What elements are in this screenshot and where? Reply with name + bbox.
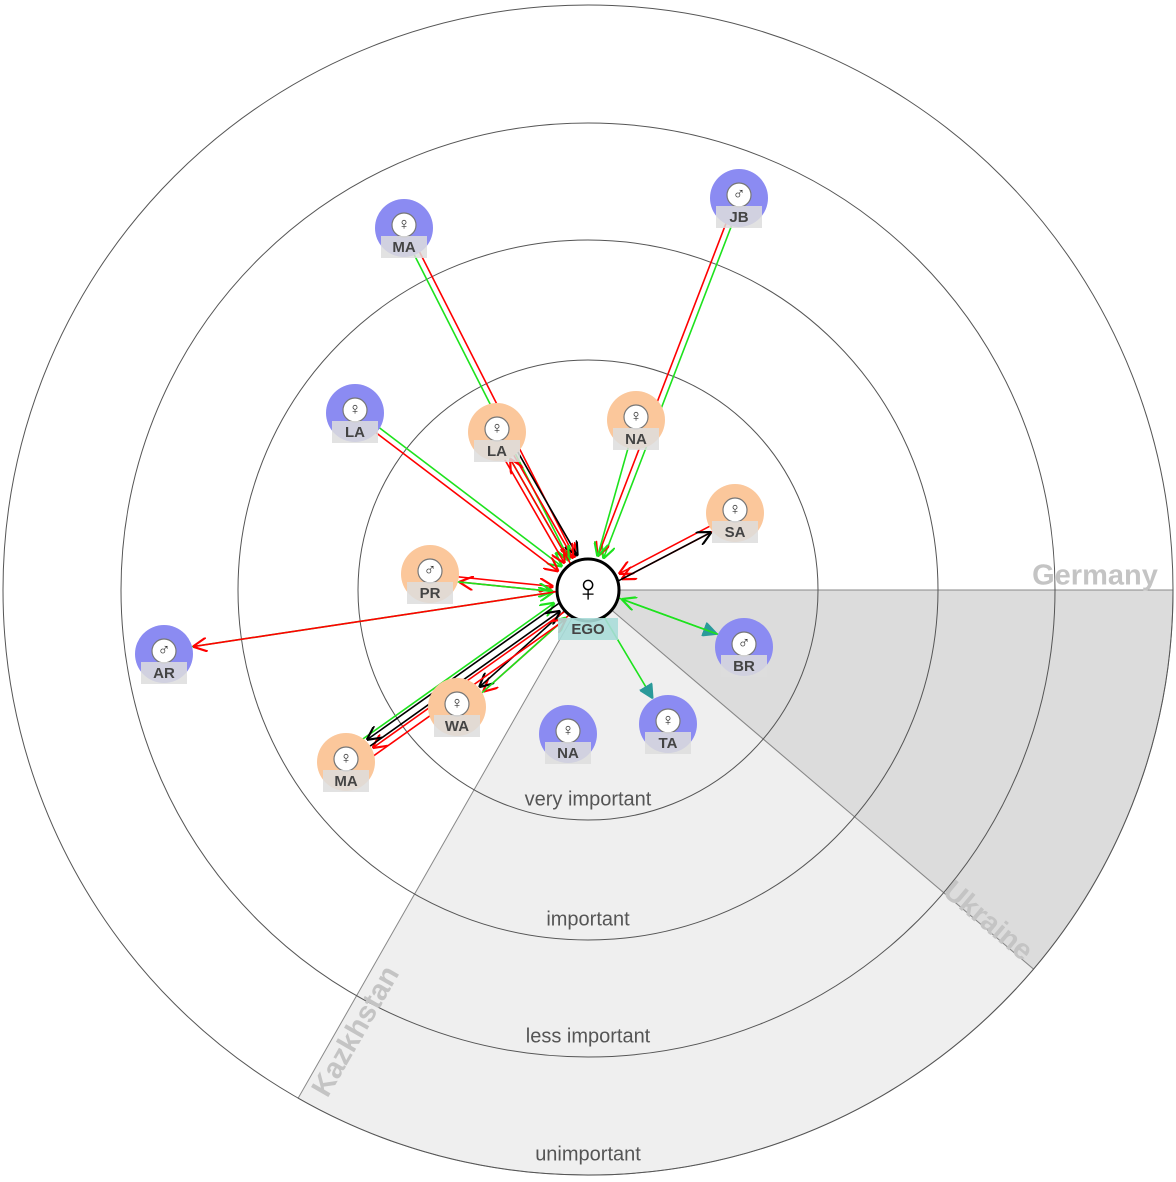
node-label: MA: [334, 773, 357, 790]
node-label-box: [613, 428, 659, 450]
ring-label: very important: [525, 788, 652, 810]
nodes: ♀ MA ♂ JB ♀ LA ♀ LA ♀ NA ♀ SA ♂ PR ♂ AR ♂ BR ♀ WA ♀ MA ♀ NA ♀ TA ♀…: [135, 169, 773, 792]
node-label: NA: [557, 745, 579, 762]
edge: [511, 460, 582, 583]
edge: [494, 443, 564, 563]
ring-label: unimportant: [535, 1143, 641, 1165]
node-label: MA: [392, 239, 415, 256]
node-label: SA: [725, 524, 746, 541]
edge: [623, 600, 737, 642]
node-label-box: [407, 582, 453, 604]
edge: [360, 420, 558, 571]
edges: [172, 205, 740, 767]
ring: [2, 4, 1174, 1176]
edge: [604, 207, 740, 558]
ring-label: important: [546, 908, 630, 930]
node-symbol: ♀: [340, 748, 353, 767]
node-symbol: ♀: [729, 499, 742, 518]
node-symbol: ♀: [662, 710, 675, 729]
node-label-box: [545, 742, 591, 764]
edge: [404, 237, 569, 560]
node-symbol: ♀: [398, 214, 411, 233]
node-symbol: ♀: [491, 418, 504, 437]
edge: [368, 590, 577, 739]
node-label-box: [381, 236, 427, 258]
node-label-box: [721, 655, 767, 677]
node-symbol: ♀: [451, 693, 464, 712]
ring-label: less important: [526, 1025, 651, 1047]
node-label-box: [645, 732, 691, 754]
node-label: BR: [733, 658, 755, 675]
sector-label: Germany: [1032, 560, 1158, 592]
edge: [194, 587, 577, 647]
node-label-box: [712, 521, 758, 543]
node-symbol: ♀: [562, 720, 575, 739]
node-symbol: ♂: [733, 184, 746, 203]
node-symbol: ♂: [738, 633, 751, 652]
node-label: TA: [659, 735, 678, 752]
node-label-box: [141, 662, 187, 684]
edge: [467, 618, 565, 706]
ego-label-box: [558, 618, 618, 640]
edge: [598, 428, 635, 555]
node-label-box: [323, 770, 369, 792]
edge: [620, 516, 728, 573]
edge: [363, 415, 561, 566]
node-symbol: ♂: [424, 560, 437, 579]
ring: [357, 359, 819, 821]
node-label: JB: [729, 209, 748, 226]
node-label: NA: [625, 431, 647, 448]
node-label-box: [716, 206, 762, 228]
edge: [598, 205, 734, 556]
ego-label: EGO: [571, 621, 605, 638]
ring: [120, 122, 1056, 1058]
node-label: WA: [445, 718, 469, 735]
node-label: PR: [420, 585, 441, 602]
ring: [237, 239, 939, 941]
ego-symbol: ♀: [574, 568, 603, 610]
node-label: LA: [345, 424, 365, 441]
node-symbol: ♂: [158, 640, 171, 659]
node-label-box: [434, 715, 480, 737]
node-symbol: ♀: [630, 406, 643, 425]
node-label-box: [332, 421, 378, 443]
node-label-box: [474, 440, 520, 462]
edge: [347, 604, 553, 750]
node-label: LA: [487, 443, 507, 460]
node-label: AR: [153, 665, 175, 682]
node-symbol: ♀: [349, 399, 362, 418]
